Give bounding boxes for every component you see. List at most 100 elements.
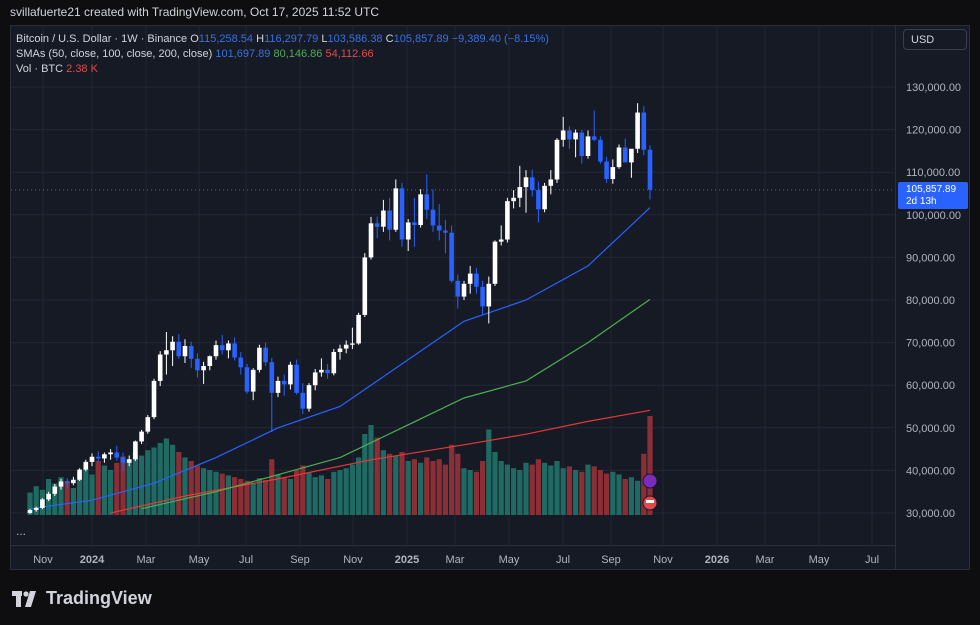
candle-body [195, 358, 200, 371]
price-tick-label: 130,000.00 [906, 82, 961, 94]
volume-label[interactable]: Vol · BTC [16, 63, 64, 75]
volume-bar [33, 486, 39, 515]
price-tick-label: 50,000.00 [906, 423, 955, 435]
tradingview-logo[interactable]: TradingView [12, 588, 152, 609]
volume-bar [27, 492, 33, 515]
candle-body [263, 347, 268, 363]
volume-bar [430, 461, 436, 515]
time-tick-label: Nov [33, 554, 53, 566]
volume-bar [542, 462, 548, 515]
volume-bar [461, 468, 467, 515]
volume-bar [114, 462, 120, 515]
candle-body [95, 456, 101, 459]
candle-body [449, 232, 454, 281]
candle-body [560, 130, 566, 140]
candle-body [120, 457, 126, 463]
candle-body [77, 469, 82, 480]
brand-name: TradingView [46, 588, 152, 608]
candle-body [83, 461, 89, 470]
volume-bar [418, 462, 424, 515]
candle-body [486, 283, 492, 307]
volume-bar [306, 472, 312, 515]
volume-bar [170, 444, 176, 515]
volume-bar [560, 468, 566, 515]
sma50-value: 101,697.89 [215, 48, 271, 60]
candle-body [170, 341, 175, 351]
volume-bar [405, 461, 411, 515]
candle-body [647, 149, 653, 190]
time-tick-label: Jul [239, 554, 253, 566]
candle-body [511, 197, 516, 202]
volume-bar [139, 455, 145, 515]
candle-body [275, 380, 281, 393]
volume-bar [120, 456, 126, 515]
volume-bar [194, 465, 200, 515]
volume-bar [393, 455, 399, 515]
candle-body [412, 222, 417, 226]
event-flash-icon[interactable] [642, 473, 658, 489]
candle-body [157, 354, 163, 381]
close-label: C [385, 33, 394, 45]
volume-bar [523, 462, 529, 515]
time-tick-label: Sep [290, 554, 310, 566]
candle-body [598, 139, 603, 162]
high-value: 116,297.79 [264, 33, 319, 45]
candle-body [629, 148, 634, 163]
candle-body [52, 486, 58, 494]
candle-body [381, 210, 386, 227]
volume-bar [95, 461, 101, 515]
time-tick-label: May [189, 554, 210, 566]
volume-bar [83, 468, 89, 515]
candle-body [281, 380, 287, 385]
sma-row: SMAs (50, close, 100, close, 200, close)… [16, 47, 549, 62]
volume-bar [294, 470, 300, 515]
sma200-value: 54,112.66 [325, 48, 374, 60]
low-value: 103,586.38 [327, 33, 383, 45]
candle-body [585, 136, 591, 157]
low-label: L [321, 33, 328, 45]
more-options-button[interactable]: ... [16, 524, 27, 538]
candle-body [27, 510, 33, 513]
volume-bar [70, 488, 76, 515]
us-flag-stripe [646, 500, 654, 503]
chart-credit: svillafuerte21 created with TradingView.… [10, 5, 380, 19]
volume-bar [238, 479, 244, 515]
candle-body [232, 343, 237, 358]
volume-bar [201, 468, 207, 515]
candle-body [226, 343, 231, 351]
candle-body [567, 130, 572, 140]
volume-row: Vol · BTC 2.38 K [16, 62, 549, 77]
price-tick-label: 40,000.00 [906, 465, 955, 477]
time-tick-label: Mar [137, 554, 156, 566]
high-label: H [256, 33, 265, 45]
candle-body [399, 188, 405, 240]
symbol-title[interactable]: Bitcoin / U.S. Dollar · 1W · Binance [16, 33, 188, 45]
tradingview-logo-icon [12, 590, 36, 607]
volume-bar [108, 470, 114, 515]
volume-bar [467, 470, 473, 515]
volume-bar [263, 479, 269, 515]
price-tick-label: 110,000.00 [906, 167, 960, 179]
time-tick-label: 2024 [80, 554, 105, 566]
candle-body [393, 188, 399, 230]
sma-label[interactable]: SMAs (50, close, 100, close, 200, close) [16, 48, 213, 60]
volume-bar [325, 479, 331, 515]
volume-bar [275, 474, 281, 515]
candle-body [108, 452, 113, 455]
candle-body [430, 209, 436, 226]
candle-body [610, 167, 616, 180]
volume-bar [628, 477, 634, 515]
price-tick-label: 80,000.00 [906, 295, 955, 307]
volume-bar [399, 452, 405, 515]
volume-bar [343, 468, 349, 515]
candle-body [288, 364, 293, 385]
volume-bar [182, 457, 188, 515]
volume-bar [473, 471, 479, 515]
currency-button[interactable]: USD [903, 29, 967, 50]
candle-body [306, 385, 312, 409]
volume-bar [480, 461, 486, 515]
volume-bar [207, 470, 213, 515]
volume-value: 2.38 K [66, 63, 98, 75]
candle-body [219, 345, 225, 351]
